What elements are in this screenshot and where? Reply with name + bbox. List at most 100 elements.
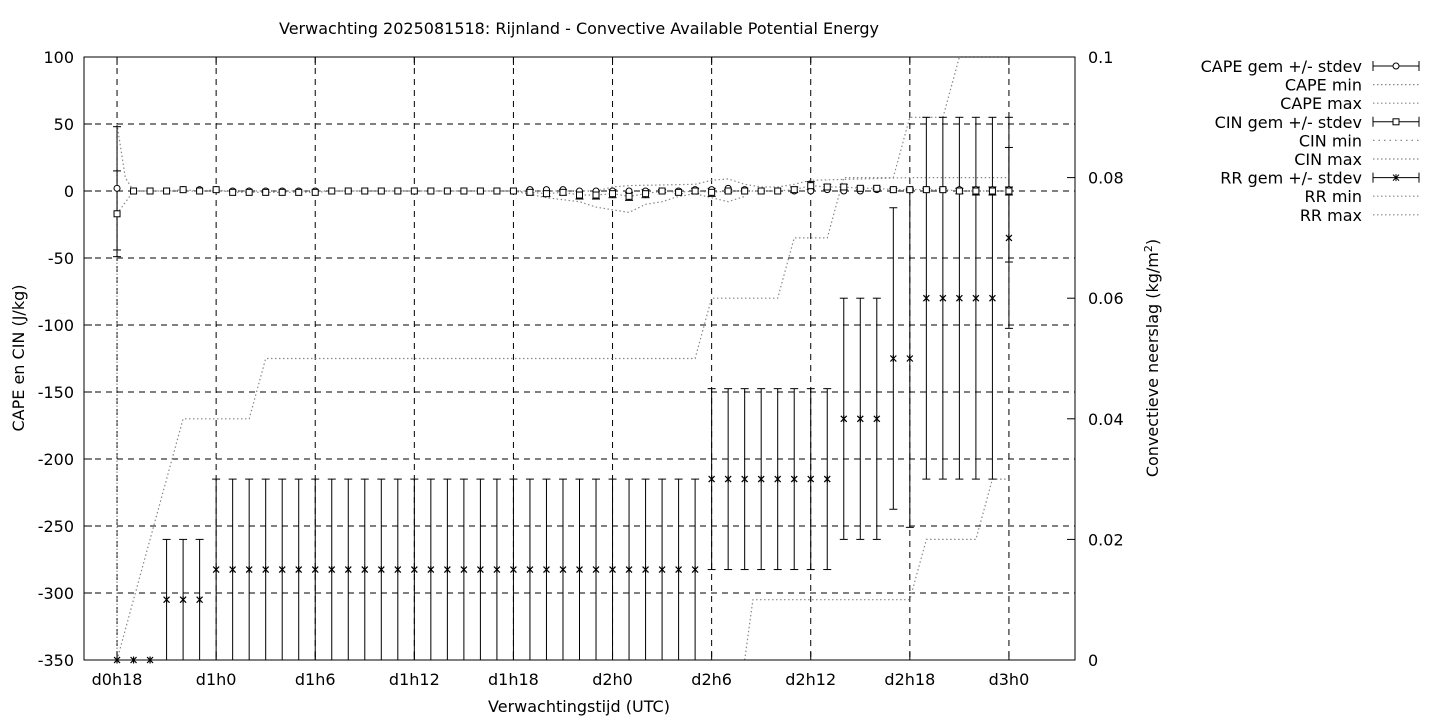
rr-mean-point — [708, 475, 716, 483]
y-tick-label: -200 — [38, 450, 74, 469]
legend-label: RR max — [1300, 206, 1362, 225]
x-tick-label: d2h6 — [691, 670, 732, 689]
rr-mean-point — [972, 294, 980, 302]
legend-label: CAPE gem +/- stdev — [1201, 57, 1362, 76]
cin-mean-point — [724, 187, 732, 195]
x-axis-label: Verwachtingstijd (UTC) — [488, 697, 670, 716]
cin-mean-point — [460, 187, 468, 195]
cin-mean-point — [873, 184, 881, 192]
rr-mean-point — [658, 566, 666, 574]
y2-tick-label: 0.02 — [1088, 530, 1124, 549]
series-layer — [113, 56, 1013, 664]
chart-title: Verwachting 2025081518: Rijnland - Conve… — [279, 19, 879, 38]
y2-tick-label: 0.04 — [1088, 410, 1124, 429]
rr-mean-point — [988, 294, 996, 302]
rr-mean-point — [873, 415, 881, 423]
rr-mean-point — [724, 475, 732, 483]
cin-mean-point — [394, 187, 402, 195]
cin-mean-point — [807, 182, 815, 190]
rr-mean-point — [1005, 234, 1013, 242]
cin-mean-point — [542, 190, 550, 198]
rr-mean-point — [212, 566, 220, 574]
rr-mean-point — [559, 566, 567, 574]
cin-mean-point — [774, 187, 782, 195]
cin-mean-point — [245, 188, 253, 196]
cin-mean-point — [906, 186, 914, 194]
cin-mean-point — [592, 191, 600, 199]
rr-mean-point — [642, 566, 649, 574]
legend-label: CIN min — [1299, 131, 1362, 150]
cin-mean-point — [328, 187, 336, 195]
x-tick-label: d3h0 — [989, 670, 1030, 689]
cin-mean-point — [790, 186, 798, 194]
y2-tick-label: 0.08 — [1088, 169, 1124, 188]
cin-mean-point — [229, 188, 237, 196]
y2-tick-label: 0.06 — [1088, 289, 1124, 308]
cin-mean-point — [609, 190, 617, 198]
rr-mean-point — [906, 355, 914, 362]
x-tick-label: d1h18 — [488, 670, 539, 689]
y-axis-label: CAPE en CIN (J/kg) — [9, 285, 28, 432]
x-tick-label: d0h18 — [92, 670, 143, 689]
cin-mean-point — [509, 187, 517, 195]
y-tick-label: 50 — [54, 115, 74, 134]
cin-mean-point — [526, 188, 534, 196]
x-tick-label: d2h18 — [884, 670, 935, 689]
cin-mean-point — [443, 187, 451, 195]
cin-mean-point — [972, 187, 980, 195]
cin-mean-point — [163, 187, 171, 195]
legend-label: RR gem +/- stdev — [1220, 169, 1362, 188]
x-tick-label: d1h6 — [295, 670, 336, 689]
cin-mean-point — [642, 190, 650, 198]
y-tick-label: -350 — [38, 651, 74, 670]
x-tick-label: d2h0 — [592, 670, 633, 689]
rr-mean-point — [840, 415, 848, 423]
y2-axis-label-main: Convectieve neerslag (kg/m — [1143, 252, 1162, 477]
rr-mean-point — [229, 566, 237, 574]
y2-tick-label: 0.1 — [1088, 48, 1113, 67]
rr-mean-point — [823, 475, 831, 483]
legend-marker — [1392, 174, 1400, 182]
rr-mean-point — [576, 566, 583, 574]
y-tick-label: -50 — [48, 249, 74, 268]
rr-mean-point — [625, 566, 633, 574]
rr-mean-point — [543, 566, 550, 574]
y2-axis-label-sup: 2 — [1142, 245, 1155, 252]
cin-mean-point — [559, 188, 567, 196]
rr-mean-point — [675, 566, 683, 574]
y-tick-label: 0 — [64, 182, 74, 201]
cin-mean-point — [1005, 187, 1013, 195]
x-tick-label: d1h0 — [196, 670, 237, 689]
plot-frame — [83, 56, 1076, 661]
rr-mean-point — [460, 566, 468, 574]
rr-mean-point — [311, 566, 319, 574]
cin-min-line — [513, 190, 745, 214]
rr-mean-point — [245, 566, 253, 574]
y-tick-label: -300 — [38, 584, 74, 603]
cin-mean-point — [146, 187, 154, 195]
cin-mean-point — [856, 184, 864, 192]
cin-mean-point — [344, 187, 352, 195]
rr-mean-point — [278, 566, 286, 574]
cape-max-line — [116, 123, 1009, 192]
rr-mean-point — [807, 475, 815, 483]
cin-mean-point — [295, 188, 303, 196]
rr-mean-point — [955, 294, 963, 302]
x-tick-label: d2h12 — [785, 670, 836, 689]
cin-mean-point — [658, 187, 666, 195]
rr-mean-point — [163, 596, 171, 604]
y2-tick-label: 0 — [1088, 651, 1098, 670]
rr-mean-point — [939, 294, 947, 302]
rr-mean-point — [262, 566, 270, 574]
rr-mean-point — [856, 415, 864, 423]
cin-mean-point — [741, 187, 749, 195]
rr-mean-point — [510, 566, 517, 574]
rr-mean-point — [476, 566, 484, 574]
rr-mean-point — [361, 566, 369, 574]
cin-mean-point — [493, 187, 501, 195]
rr-mean-point — [592, 566, 600, 574]
rr-mean-point — [295, 566, 303, 574]
legend-label: CIN max — [1294, 150, 1362, 169]
